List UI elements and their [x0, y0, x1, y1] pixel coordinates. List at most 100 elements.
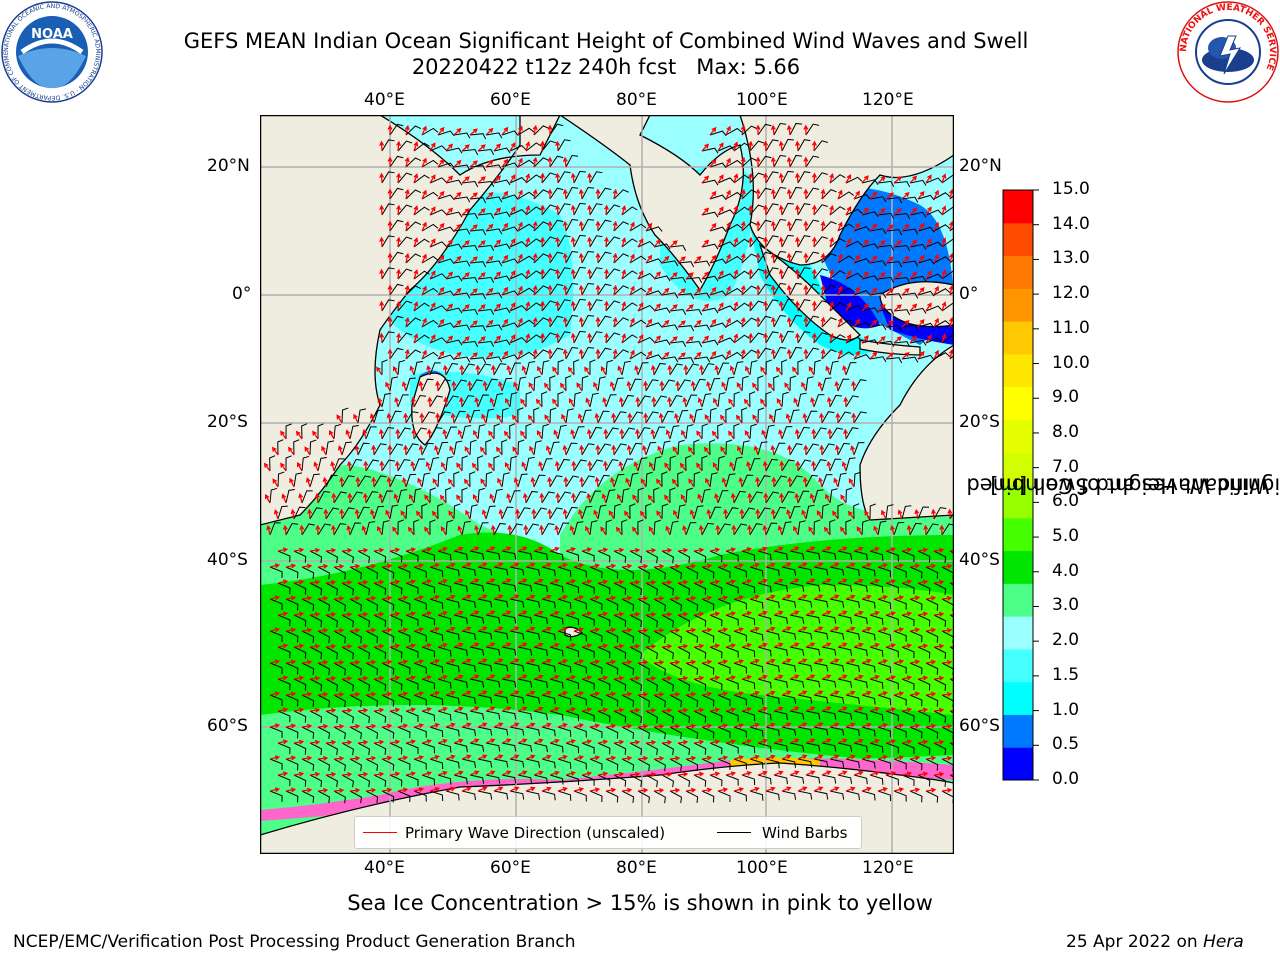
wave-direction-arrow	[909, 335, 918, 344]
wind-barb	[925, 694, 939, 707]
wind-barb	[941, 302, 954, 312]
wind-barb	[565, 282, 579, 296]
wind-barb	[605, 598, 619, 611]
wind-barb	[429, 598, 444, 610]
wave-direction-arrow	[717, 142, 724, 152]
wind-barb	[877, 662, 892, 674]
wave-direction-arrow	[845, 658, 856, 664]
wave-direction-arrow	[725, 189, 731, 200]
wind-barb	[293, 774, 307, 787]
wave-direction-arrow	[725, 125, 731, 136]
wave-direction-arrow	[637, 238, 644, 248]
wind-barb	[397, 694, 411, 707]
wave-direction-arrow	[781, 594, 792, 600]
wind-barb	[341, 742, 354, 756]
wind-barb	[885, 550, 899, 562]
wind-barb	[725, 550, 739, 562]
wind-barb	[613, 742, 627, 755]
wave-direction-arrow	[770, 220, 776, 232]
wind-barb	[389, 646, 403, 659]
wind-barb	[373, 443, 387, 456]
wind-barb	[845, 519, 852, 536]
colorbar-tick-label: 13.0	[1052, 248, 1090, 269]
lon-label-bottom: 120°E	[862, 858, 914, 878]
wind-barb	[533, 375, 541, 392]
wave-direction-arrow	[645, 579, 657, 585]
wave-direction-arrow	[421, 285, 427, 296]
wave-direction-arrow	[629, 253, 635, 264]
wave-direction-arrow	[589, 659, 601, 665]
title-line-2: 20220422 t12z 240h fcst Max: 5.66	[411, 55, 801, 79]
wave-direction-arrow	[745, 365, 751, 376]
wind-barb	[413, 566, 427, 578]
wind-barb	[413, 302, 430, 312]
wind-barb	[637, 694, 650, 708]
wind-barb	[405, 774, 419, 786]
wind-barb	[429, 519, 436, 536]
wave-direction-arrow	[786, 284, 792, 296]
wind-barb	[525, 334, 542, 344]
wind-barb	[429, 241, 447, 248]
wind-barb	[605, 359, 613, 376]
wave-direction-arrow	[365, 627, 377, 633]
wave-direction-arrow	[925, 302, 932, 312]
wave-direction-arrow	[701, 691, 713, 697]
wind-barb	[861, 566, 876, 577]
wave-direction-arrow	[554, 524, 560, 536]
wave-direction-arrow	[733, 787, 745, 792]
wave-direction-arrow	[309, 643, 321, 649]
wave-direction-arrow	[531, 508, 537, 520]
wind-barb	[901, 260, 919, 267]
wind-barb	[477, 340, 495, 348]
wave-direction-arrow	[317, 627, 329, 633]
wave-direction-arrow	[461, 304, 470, 312]
wave-direction-arrow	[893, 595, 905, 601]
wave-direction-arrow	[503, 430, 511, 440]
wave-direction-arrows	[263, 124, 954, 793]
wave-direction-arrow	[665, 525, 671, 536]
wind-barb	[653, 487, 660, 504]
wave-direction-arrow	[701, 787, 713, 793]
wind-barb	[309, 550, 323, 563]
wave-direction-arrow	[456, 462, 463, 472]
wind-barb	[629, 503, 636, 520]
wave-direction-arrow	[653, 595, 665, 601]
wave-direction-arrow	[357, 643, 369, 649]
wind-barb	[869, 503, 877, 520]
wave-direction-arrow	[893, 336, 902, 344]
wave-direction-arrow	[621, 205, 627, 216]
wave-direction-arrow	[885, 771, 897, 776]
wind-barb	[861, 790, 876, 801]
wave-direction-arrow	[547, 252, 553, 264]
wind-barb	[661, 742, 674, 756]
wave-direction-arrow	[893, 176, 902, 184]
wind-barb	[717, 630, 731, 642]
wind-barb	[349, 726, 362, 740]
wave-direction-arrow	[501, 318, 509, 328]
wave-direction-arrow	[877, 272, 886, 280]
wave-direction-arrow	[453, 351, 462, 360]
wave-direction-arrow	[357, 675, 369, 681]
wave-direction-arrow	[346, 524, 352, 536]
wind-barb	[549, 155, 564, 168]
wave-direction-arrow	[901, 643, 913, 649]
wind-barb	[381, 662, 395, 675]
wind-barb	[701, 275, 719, 282]
wave-direction-arrow	[805, 770, 816, 776]
wave-direction-arrow	[645, 547, 657, 553]
wind-barb	[309, 742, 323, 755]
wind-barb	[525, 490, 539, 504]
wave-direction-arrow	[381, 595, 393, 601]
wind-barb	[805, 774, 821, 784]
wave-direction-arrow	[853, 318, 861, 328]
wind-barb	[653, 662, 666, 676]
wave-direction-arrow	[741, 674, 752, 680]
wind-barb	[757, 550, 772, 561]
wave-direction-arrow	[515, 508, 521, 520]
lat-label-right: 60°S	[959, 716, 1000, 736]
wind-barb	[461, 149, 479, 156]
wind-barb	[685, 790, 699, 803]
wave-direction-arrow	[837, 546, 848, 552]
wave-direction-arrow	[421, 157, 427, 168]
wind-barb	[525, 391, 532, 408]
